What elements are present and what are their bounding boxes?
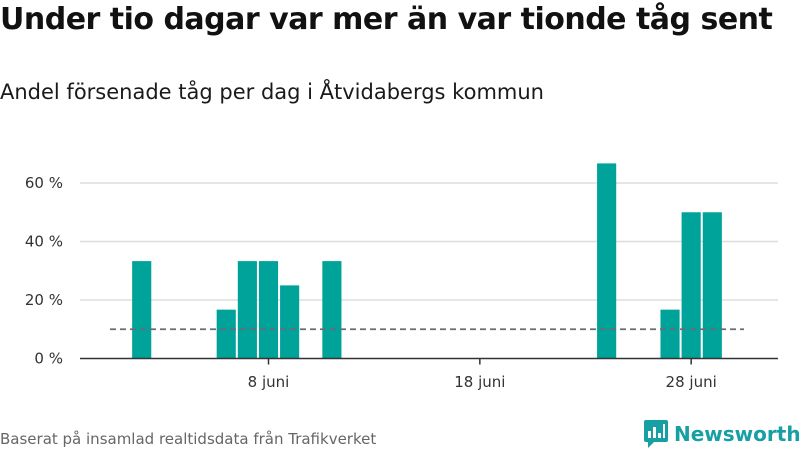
bar bbox=[597, 163, 617, 359]
bar bbox=[237, 261, 257, 359]
bar bbox=[702, 212, 722, 359]
source-note: Baserat på insamlad realtidsdata från Tr… bbox=[0, 430, 377, 448]
y-tick-label: 40 % bbox=[25, 233, 63, 251]
chart-subtitle: Andel försenade tåg per dag i Åtvidaberg… bbox=[0, 80, 544, 104]
bar bbox=[280, 285, 300, 359]
bar bbox=[216, 309, 236, 359]
bar bbox=[681, 212, 701, 359]
brand-name: Newsworthy bbox=[674, 422, 800, 446]
newsworthy-logo-icon bbox=[644, 420, 668, 448]
chart-title: Under tio dagar var mer än var tionde tå… bbox=[0, 2, 773, 37]
y-tick-label: 0 % bbox=[34, 350, 63, 368]
bar bbox=[322, 261, 342, 359]
bar-chart: 0 % 20 % 40 % 60 % 8 juni 18 juni 28 juni bbox=[25, 163, 778, 391]
x-tick-label: 8 juni bbox=[248, 373, 290, 391]
bar bbox=[258, 261, 279, 359]
x-tick-label: 18 juni bbox=[454, 373, 505, 391]
y-tick-label: 60 % bbox=[25, 174, 63, 192]
bar bbox=[132, 261, 152, 359]
y-tick-label: 20 % bbox=[25, 291, 63, 309]
x-tick-label: 28 juni bbox=[666, 373, 717, 391]
bar bbox=[660, 309, 680, 359]
newsworthy-brand: Newsworthy bbox=[644, 420, 800, 448]
